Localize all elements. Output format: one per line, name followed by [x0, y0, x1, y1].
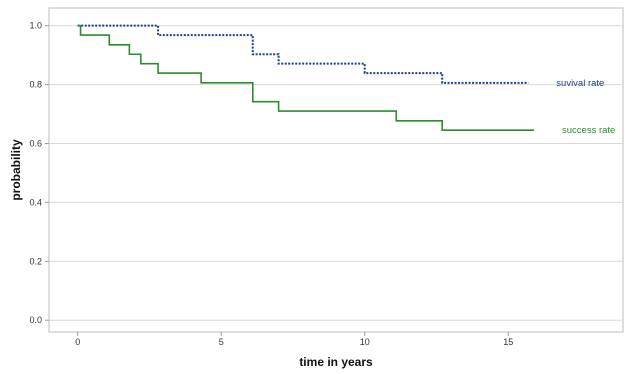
series-line-survival: [77, 24, 529, 84]
x-tick-label: 0: [75, 337, 80, 347]
y-axis-title: probability: [9, 139, 23, 201]
x-axis-title: time in years: [299, 355, 373, 369]
y-tick-label: 0.6: [29, 138, 42, 148]
x-tick-label: 10: [360, 337, 370, 347]
y-tick-label: 0.0: [29, 315, 42, 325]
y-tick-label: 0.4: [29, 197, 42, 207]
grid: [49, 25, 623, 321]
x-axis: 0 5 10 15: [75, 332, 513, 347]
y-axis: 0.0 0.2 0.4 0.6 0.8 1.0: [29, 21, 49, 325]
series-label: success rate: [562, 125, 615, 136]
x-tick-label: 15: [503, 337, 513, 347]
series-label: suvival rate: [556, 78, 604, 89]
plot-frame: [48, 7, 624, 333]
series-group: suvival rate success rate: [77, 24, 615, 136]
y-tick-label: 0.8: [29, 80, 42, 90]
x-tick-label: 5: [219, 337, 224, 347]
y-tick-label: 1.0: [29, 21, 42, 31]
series-line-success: [77, 24, 535, 132]
y-tick-label: 0.2: [29, 256, 42, 266]
